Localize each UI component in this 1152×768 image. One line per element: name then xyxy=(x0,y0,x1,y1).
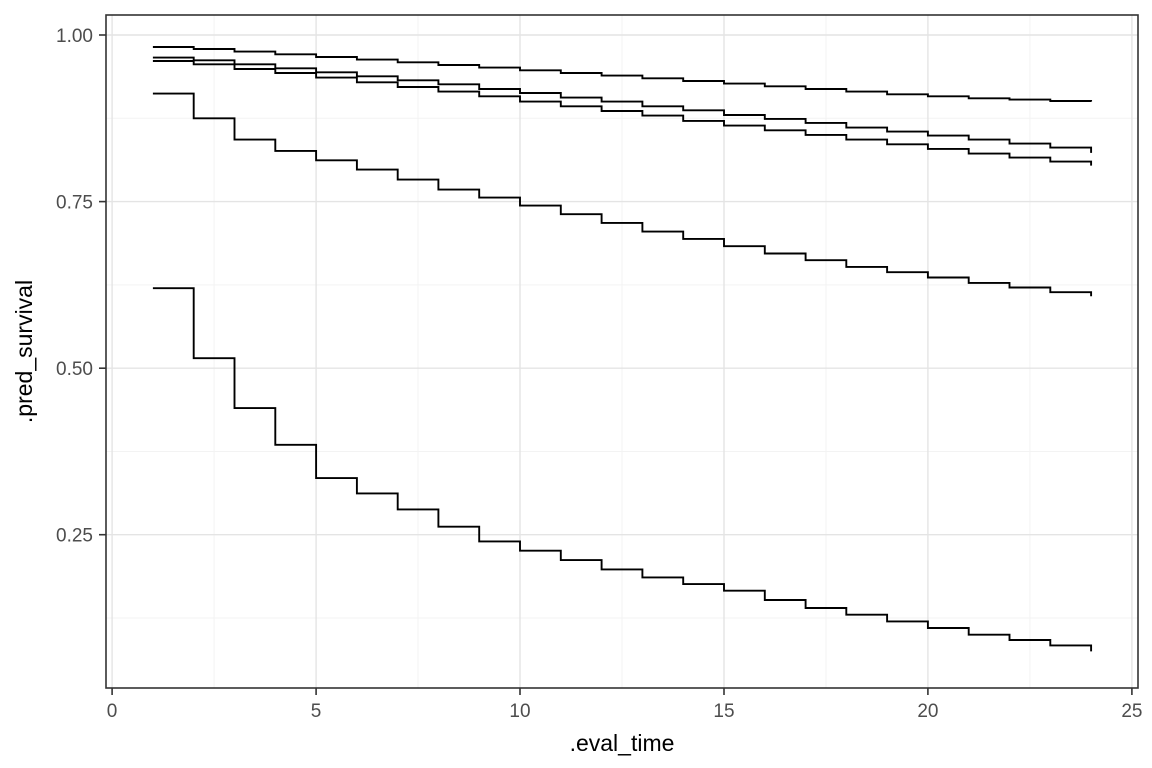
x-tick-label: 5 xyxy=(311,701,322,722)
x-tick-label: 0 xyxy=(107,701,118,722)
grid-lines xyxy=(106,15,1138,688)
survival-curve-3 xyxy=(152,60,1093,166)
axis-tick-labels: 0 5 10 15 20 25 0.25 0.50 0.75 1.00 xyxy=(56,26,1142,722)
x-tick-label: 15 xyxy=(713,701,734,722)
x-tick-label: 25 xyxy=(1121,701,1142,722)
panel-border xyxy=(105,14,1139,689)
y-tick-label: 0.75 xyxy=(56,193,93,214)
y-axis-title: .pred_survival xyxy=(11,280,37,423)
y-tick-label: 0.50 xyxy=(56,359,93,380)
survival-curve-5 xyxy=(152,287,1093,652)
survival-curves xyxy=(152,46,1093,652)
survival-curve-1 xyxy=(152,46,1093,102)
x-tick-label: 20 xyxy=(917,701,938,722)
x-axis-title: .eval_time xyxy=(570,730,675,756)
y-tick-label: 0.25 xyxy=(56,526,93,547)
axis-ticks xyxy=(99,34,1133,695)
survival-curve-2 xyxy=(152,56,1093,153)
x-tick-label: 10 xyxy=(509,701,530,722)
y-tick-label: 1.00 xyxy=(56,26,93,47)
survival-curve-4 xyxy=(152,92,1093,297)
